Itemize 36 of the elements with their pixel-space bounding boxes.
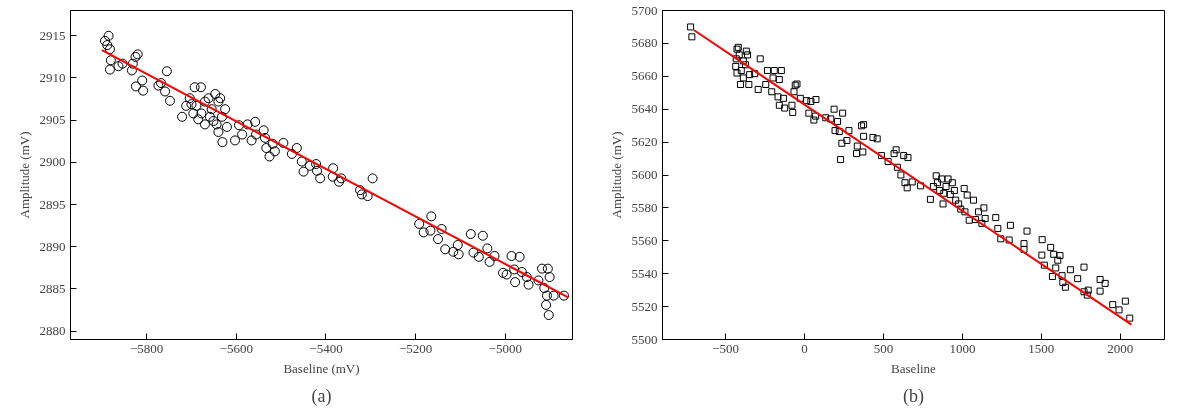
y-tick-label: 2905 [39,112,66,128]
x-tick-label: 2000 [1107,340,1134,356]
y-tick-label: 2915 [39,27,66,43]
y-tick-label: 2910 [39,69,66,85]
y-axis-title: Amplitude (mV) [608,131,624,219]
x-tick-label: 1000 [949,340,976,356]
x-axis-title: Baseline (mV) [283,360,360,376]
x-tick-label: −5600 [219,340,254,356]
x-tick-label: −5800 [130,340,164,356]
text: (a) [311,385,332,407]
y-tick-label: 5680 [631,35,658,51]
y-tick-label: 5620 [631,134,658,150]
x-tick-label: −5400 [309,340,343,356]
x-tick-label: −5000 [488,340,522,356]
y-tick-label: 5540 [631,265,658,281]
y-tick-label: 2895 [39,196,66,212]
x-tick-label: 500 [873,340,894,356]
x-axis-title: Baseline [891,360,937,376]
x-tick-label: −5200 [398,340,433,356]
y-tick-label: 5560 [631,232,658,248]
x-tick-label: −500 [712,340,740,356]
y-tick-label: 5600 [631,167,658,182]
y-tick-label: 2885 [39,280,66,296]
y-tick-label: 5500 [631,331,658,347]
y-tick-label: 2890 [39,238,66,254]
y-axis-title: Amplitude (mV) [16,131,32,219]
text: (b) [903,385,925,407]
y-tick-label: 2900 [39,154,66,170]
y-tick-label: 2880 [39,323,66,339]
x-tick-label: 0 [801,340,808,356]
x-tick-label: 1500 [1028,340,1055,356]
y-tick-label: 5580 [631,199,658,215]
y-tick-label: 5520 [631,298,658,314]
y-tick-label: 5700 [631,2,658,18]
y-tick-label: 5660 [631,68,658,84]
y-tick-label: 5640 [631,101,658,117]
